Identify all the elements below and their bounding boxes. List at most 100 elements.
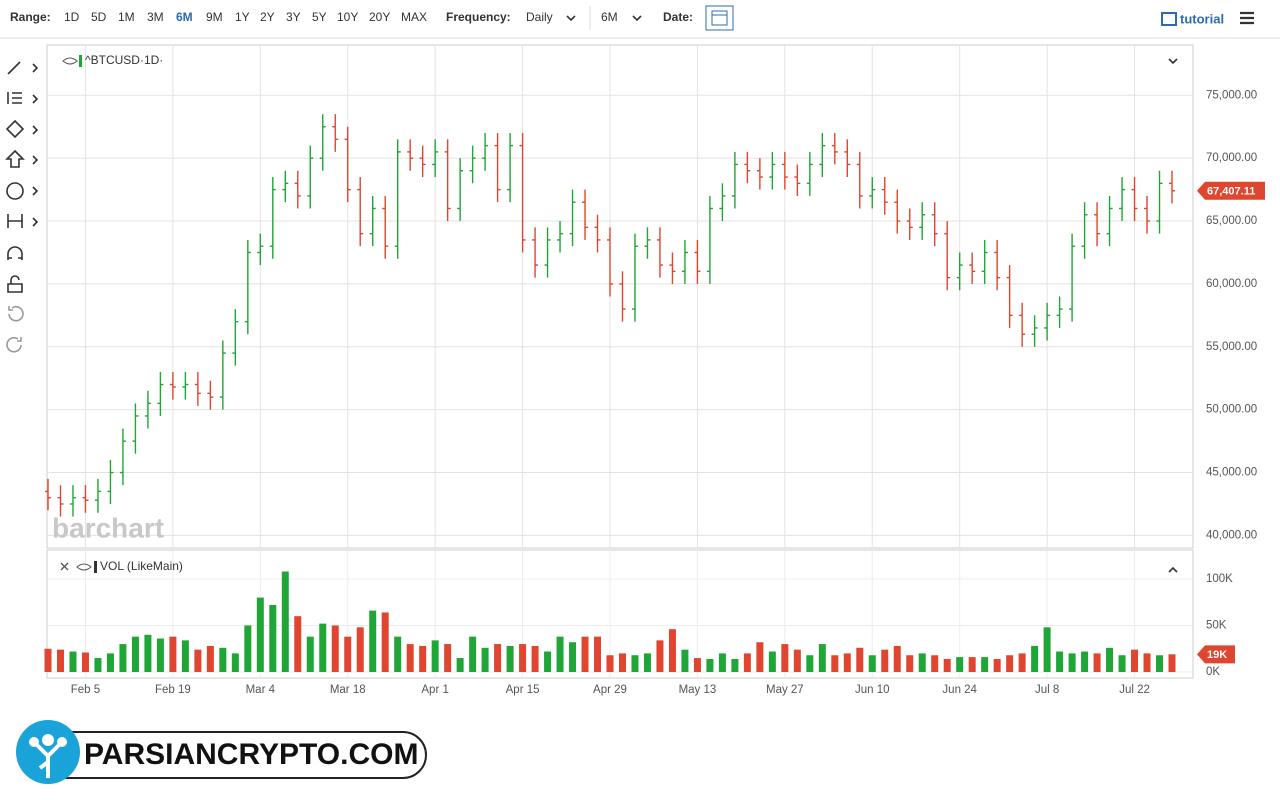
- range-button[interactable]: 2Y: [260, 10, 275, 24]
- range-button[interactable]: 20Y: [369, 10, 390, 24]
- tool-magnet[interactable]: [7, 246, 23, 260]
- volume-bar: [843, 653, 851, 672]
- tool-lock[interactable]: [7, 275, 23, 293]
- range-button[interactable]: MAX: [401, 10, 427, 24]
- tool-arrow: [32, 125, 39, 135]
- range-button[interactable]: 6M: [176, 10, 193, 24]
- volume-bar: [306, 636, 314, 672]
- volume-bar: [618, 653, 626, 672]
- tool-redo[interactable]: [6, 336, 22, 353]
- y-tick-label: 60,000.00: [1206, 278, 1257, 290]
- logo-text: PARSIANCRYPTO.COM: [84, 738, 418, 771]
- volume-bar: [1081, 651, 1089, 672]
- last-volume-tag: [1197, 645, 1235, 664]
- x-tick-label: Apr 29: [593, 684, 627, 696]
- last-price-label: 67,407.11: [1207, 186, 1255, 198]
- close-button[interactable]: [60, 562, 69, 571]
- volume-bar: [419, 645, 427, 672]
- volume-bar: [643, 653, 651, 672]
- volume-bar: [481, 647, 489, 672]
- y-tick-label: 50,000.00: [1206, 404, 1257, 416]
- volume-bar: [806, 655, 814, 672]
- volume-bar: [119, 644, 127, 672]
- volume-bar: [69, 651, 77, 672]
- range-label: Range:: [10, 10, 51, 24]
- x-tick-label: Jul 22: [1119, 684, 1150, 696]
- tool-arrow: [32, 94, 39, 104]
- range-button[interactable]: 9M: [206, 10, 223, 24]
- y-tick-label: 50K: [1206, 620, 1227, 632]
- volume-bar: [668, 629, 676, 672]
- volume-bar: [1143, 653, 1151, 672]
- tool-annotate[interactable]: [5, 149, 25, 168]
- volume-bar: [1168, 654, 1176, 672]
- range-button[interactable]: 1D: [64, 10, 80, 24]
- volume-bar: [406, 644, 414, 672]
- volume-bar: [718, 653, 726, 672]
- volume-bar: [256, 597, 264, 672]
- volume-bar: [731, 658, 739, 672]
- tool-fib[interactable]: [7, 92, 22, 104]
- range-button[interactable]: 3Y: [286, 10, 301, 24]
- volume-bar: [1031, 645, 1039, 672]
- x-tick-label: Mar 18: [330, 684, 366, 696]
- collapse-button[interactable]: [1168, 58, 1178, 65]
- period-select[interactable]: 6M: [601, 10, 618, 24]
- volume-bar: [394, 636, 402, 672]
- x-tick-label: Jun 10: [855, 684, 890, 696]
- calendar-icon: [711, 10, 728, 26]
- tool-arrow: [32, 155, 39, 165]
- y-tick-label: 70,000.00: [1206, 152, 1257, 164]
- x-tick-label: May 13: [679, 684, 717, 696]
- frequency-select[interactable]: Daily: [526, 10, 553, 24]
- volume-bar: [469, 636, 477, 672]
- volume-bar: [1056, 651, 1064, 672]
- tool-undo[interactable]: [8, 305, 24, 322]
- tutorial-link[interactable]: tutorial: [1180, 11, 1224, 26]
- volume-bar: [706, 658, 714, 672]
- eye-icon[interactable]: [62, 57, 78, 65]
- frequency-label: Frequency:: [446, 10, 511, 24]
- volume-bar: [1118, 655, 1126, 672]
- series-swatch: [94, 561, 97, 573]
- volume-bar: [56, 649, 64, 672]
- range-button[interactable]: 1Y: [235, 10, 250, 24]
- tool-arrow: [32, 63, 39, 73]
- tool-line[interactable]: [7, 61, 21, 75]
- menu-button[interactable]: [1240, 11, 1254, 25]
- logo-badge: [16, 720, 80, 784]
- volume-bar: [244, 625, 252, 672]
- tool-measure[interactable]: [7, 214, 23, 228]
- volume-bar: [656, 640, 664, 672]
- volume-bar: [956, 657, 964, 672]
- range-button[interactable]: 1M: [118, 10, 135, 24]
- range-button[interactable]: 5D: [91, 10, 107, 24]
- volume-bar: [319, 623, 327, 672]
- logo-dot: [42, 734, 54, 746]
- volume-bar: [544, 651, 552, 672]
- y-tick-label: 0K: [1206, 666, 1220, 678]
- volume-bar: [1043, 627, 1051, 672]
- volume-bar: [181, 640, 189, 672]
- x-tick-label: Feb 5: [71, 684, 100, 696]
- volume-bar: [156, 638, 164, 672]
- volume-bar: [556, 636, 564, 672]
- volume-bar: [431, 640, 439, 672]
- volume-bar: [856, 647, 864, 672]
- expand-button[interactable]: [1168, 566, 1178, 573]
- tool-price[interactable]: [6, 182, 24, 200]
- calendar-button[interactable]: [705, 5, 734, 31]
- tool-shape[interactable]: [5, 119, 25, 139]
- eye-icon[interactable]: [76, 563, 92, 571]
- range-button[interactable]: 10Y: [337, 10, 358, 24]
- volume-bar: [594, 636, 602, 672]
- range-button[interactable]: 3M: [147, 10, 164, 24]
- watermark: barchart: [52, 512, 164, 543]
- volume-bar: [294, 616, 302, 672]
- volume-bar: [893, 645, 901, 672]
- volume-bar: [606, 655, 614, 672]
- range-button[interactable]: 5Y: [312, 10, 327, 24]
- price-title: ^BTCUSD·1D·: [85, 53, 163, 67]
- logo-dot: [29, 737, 39, 747]
- volume-bar: [918, 653, 926, 672]
